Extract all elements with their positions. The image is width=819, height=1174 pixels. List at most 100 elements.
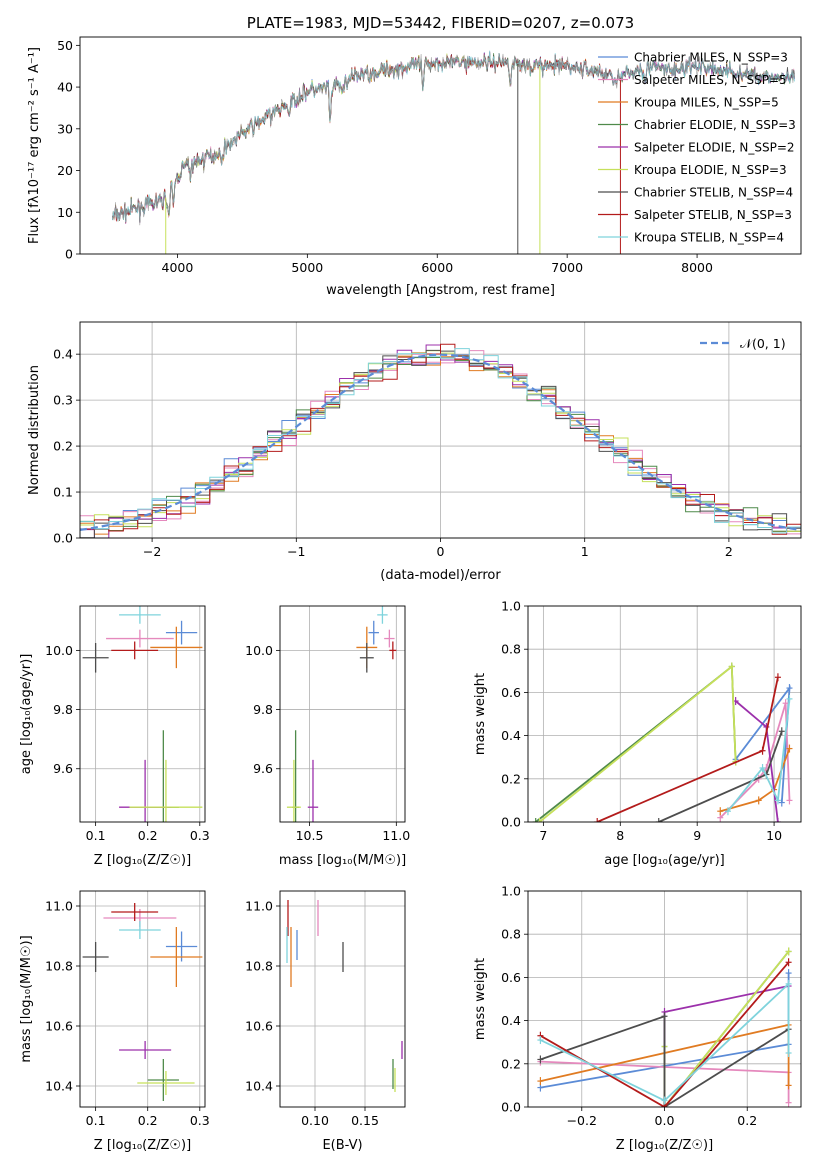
age_vs_mass-plot-area (286, 606, 397, 822)
mass_vs_ebv-frame (279, 890, 406, 1108)
y-axis-label: mass weight (473, 673, 488, 755)
spectrum-frame (79, 36, 802, 255)
x-axis-label: wavelength [Angstrom, rest frame] (326, 283, 555, 298)
y-tick-label: 0.0 (501, 1100, 521, 1115)
mass_vs_ebv-panel: 0.10 0.15 10.4 10.6 10.8 11.0 E(B-V) (245, 890, 406, 1153)
residuals-legend: 𝒩(0, 1) (700, 336, 786, 351)
y-tick-label: 9.6 (53, 761, 73, 776)
x-axis-label: mass [log₁₀(M/M☉)] (279, 853, 406, 868)
legend-label-salpeter_elodie: Salpeter ELODIE, N_SSP=2 (634, 141, 795, 155)
spectrum-legend: Chabrier MILES, N_SSP=3 Salpeter MILES, N… (598, 51, 796, 245)
legend-label-kroupa_elodie: Kroupa ELODIE, N_SSP=3 (634, 163, 787, 177)
residuals-panel: −2 −1 0 1 2 0.0 0.1 0.2 0.3 0.4 (data-model)/error… (27, 321, 802, 583)
x-tick-label: 0.3 (190, 1113, 210, 1128)
legend-label-chabrier_elodie: Chabrier ELODIE, N_SSP=3 (634, 118, 796, 132)
legend-label-chabrier_stelib: Chabrier STELIB, N_SSP=4 (634, 186, 793, 200)
y-tick-label: 0.1 (53, 485, 73, 500)
observed-spectrum-line (112, 53, 795, 226)
x-tick-label: 10.5 (296, 828, 324, 843)
y-tick-label: 11.0 (245, 899, 273, 914)
y-axis-label: Normed distribution (27, 365, 42, 495)
x-axis-label: Z [log₁₀(Z/Z☉)] (616, 1138, 713, 1153)
x-axis-label: E(B-V) (322, 1138, 362, 1153)
x-tick-label: 0.2 (138, 1113, 158, 1128)
kroupa_elodie-weight-line (538, 664, 737, 822)
x-tick-label: 0.2 (737, 1113, 757, 1128)
x-axis-label: Z [log₁₀(Z/Z☉)] (94, 853, 191, 868)
y-tick-label: 1.0 (501, 884, 521, 899)
mass_vs_z-frame (79, 890, 206, 1108)
x-tick-label: 1 (581, 544, 589, 559)
legend-label-normal: 𝒩(0, 1) (740, 336, 786, 351)
y-tick-label: 40 (57, 80, 73, 95)
legend-label-kroupa_stelib: Kroupa STELIB, N_SSP=4 (634, 231, 784, 245)
y-tick-label: 10.4 (245, 1079, 273, 1094)
y-tick-label: 0.6 (501, 685, 521, 700)
x-tick-label: 0.0 (655, 1113, 675, 1128)
y-tick-label: 0.0 (53, 531, 73, 546)
y-axis-label: age [log₁₀(age/yr)] (19, 654, 34, 775)
y-tick-label: 9.8 (253, 702, 273, 717)
y-tick-label: 50 (57, 38, 73, 53)
y-tick-label: 0.4 (53, 347, 73, 362)
residuals-plot-area (80, 343, 801, 538)
mass_vs_z-plot-area (82, 903, 203, 1101)
y-tick-label: 0.8 (501, 642, 521, 657)
y-tick-label: 0.8 (501, 927, 521, 942)
y-tick-label: 0.4 (501, 1013, 521, 1028)
legend-label-salpeter_miles: Salpeter MILES, N_SSP=5 (634, 73, 787, 87)
chabrier_stelib-weight-line (540, 1015, 790, 1107)
x-tick-label: 0.15 (351, 1113, 379, 1128)
mass_vs_ebv-plot-area (286, 900, 403, 1092)
chart-title: PLATE=1983, MJD=53442, FIBERID=0207, z=0… (247, 14, 634, 32)
kroupa_stelib-weight-line (727, 698, 791, 812)
x-tick-label: 11.0 (382, 828, 410, 843)
y-tick-label: 10.6 (245, 1019, 273, 1034)
x-tick-label: 4000 (162, 260, 194, 275)
normal-curve (80, 353, 801, 531)
y-tick-label: 10.8 (245, 959, 273, 974)
x-axis-label: age [log₁₀(age/yr)] (604, 853, 725, 868)
weight_vs_age-frame (527, 605, 802, 823)
salpeter_stelib-weight-line (596, 677, 779, 822)
y-tick-label: 0.2 (501, 1056, 521, 1071)
x-tick-label: 0.10 (301, 1113, 329, 1128)
y-tick-label: 10.8 (45, 959, 73, 974)
legend-label-chabrier_miles: Chabrier MILES, N_SSP=3 (634, 51, 788, 65)
spectrum-plot-area (112, 50, 795, 254)
weight_vs_age-plot-area (532, 662, 793, 822)
y-tick-label: 10 (57, 205, 73, 220)
x-tick-label: 8 (616, 828, 624, 843)
age_vs_z-plot-area (82, 606, 203, 822)
y-tick-label: 0 (65, 247, 73, 262)
y-tick-label: 10.4 (45, 1079, 73, 1094)
x-tick-label: 0.3 (190, 828, 210, 843)
age_vs_mass-frame (279, 605, 406, 823)
y-tick-label: 30 (57, 121, 73, 136)
x-tick-label: −1 (287, 544, 305, 559)
x-axis-label: (data-model)/error (380, 568, 501, 583)
mass_vs_z-panel: 0.1 0.2 0.3 10.4 10.6 10.8 11.0 Z [log₁₀(Z/Z☉)]… (19, 890, 210, 1153)
x-tick-label: 8000 (681, 260, 713, 275)
y-axis-label: Flux [fλ10⁻¹⁷ erg cm⁻² s⁻¹ A⁻¹] (27, 47, 42, 244)
legend-label-kroupa_miles: Kroupa MILES, N_SSP=5 (634, 96, 779, 110)
age_vs_z-panel: 0.1 0.2 0.3 9.6 9.8 10.0 Z [log₁₀(Z/Z☉)] age [l… (19, 605, 210, 868)
y-tick-label: 0.2 (53, 439, 73, 454)
y-axis-label: mass weight (473, 958, 488, 1040)
y-tick-label: 9.8 (53, 702, 73, 717)
spectrum-panel: PLATE=1983, MJD=53442, FIBERID=0207, z=0… (27, 14, 802, 298)
y-tick-label: 10.0 (45, 643, 73, 658)
weight_vs_z-panel: −0.2 0.0 0.2 0.0 0.2 0.4 0.6 0.8 1.0 Z [log₁₀(Z/Z… (473, 884, 802, 1153)
x-tick-label: 9 (693, 828, 701, 843)
age_vs_z-frame (79, 605, 206, 823)
x-tick-label: 2 (725, 544, 733, 559)
y-tick-label: 10.0 (245, 643, 273, 658)
y-tick-label: 10.6 (45, 1019, 73, 1034)
weight_vs_z-plot-area (537, 947, 792, 1107)
legend-label-salpeter_stelib: Salpeter STELIB, N_SSP=3 (634, 208, 792, 222)
weight_vs_age-panel: 7 8 9 10 0.0 0.2 0.4 0.6 0.8 1.0 age [log₁₀(age/yr… (473, 599, 802, 868)
y-tick-label: 9.6 (253, 761, 273, 776)
x-tick-label: 10 (766, 828, 782, 843)
x-tick-label: −2 (143, 544, 161, 559)
x-axis-label: Z [log₁₀(Z/Z☉)] (94, 1138, 191, 1153)
